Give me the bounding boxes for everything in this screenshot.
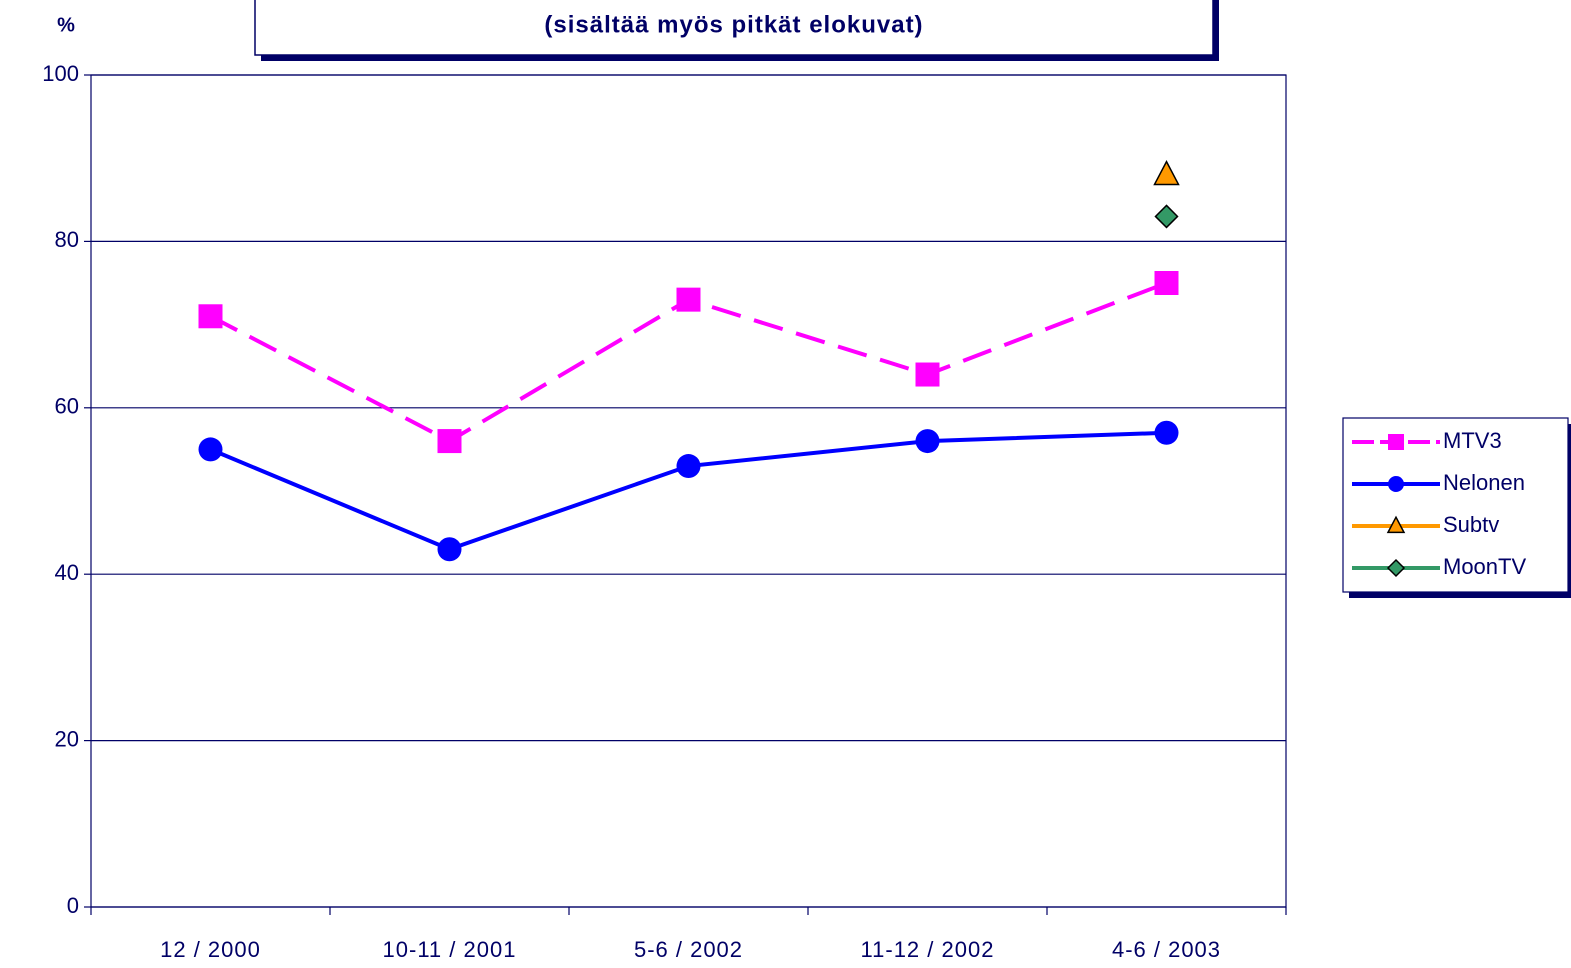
marker: [915, 429, 940, 454]
legend-marker: [1388, 434, 1404, 450]
x-tick-label: 5-6 / 2002: [634, 937, 743, 962]
y-tick-label: 60: [55, 394, 79, 419]
y-tick-label: 40: [55, 560, 79, 585]
chart-title: (sisältää myös pitkät elokuvat): [544, 11, 923, 38]
legend-label: MTV3: [1443, 428, 1502, 453]
marker: [1154, 420, 1179, 445]
marker: [676, 287, 701, 312]
legend-label: Nelonen: [1443, 470, 1525, 495]
y-tick-label: 0: [67, 893, 79, 918]
plot-frame: [90, 74, 1287, 908]
x-tick-label: 12 / 2000: [160, 937, 261, 962]
legend-label: MoonTV: [1443, 554, 1526, 579]
legend-box: [1342, 417, 1569, 593]
x-tick-label: 4-6 / 2003: [1112, 937, 1221, 962]
marker: [1154, 204, 1179, 229]
marker: [1154, 271, 1179, 295]
marker: [437, 537, 462, 562]
x-tick-label: 10-11 / 2001: [383, 937, 517, 962]
legend-marker: [1386, 558, 1406, 578]
legend-label: Subtv: [1443, 512, 1499, 537]
legend-marker: [1388, 476, 1404, 492]
marker: [676, 454, 701, 479]
marker: [437, 429, 462, 454]
title-box: [254, 0, 1214, 56]
legend-marker: [1386, 515, 1406, 534]
marker: [1153, 160, 1180, 186]
series-line: [209, 430, 1167, 552]
y-axis-label: %: [57, 14, 75, 36]
x-tick-label: 11-12 / 2002: [861, 937, 995, 962]
marker: [198, 437, 223, 462]
y-tick-label: 100: [42, 61, 79, 86]
y-tick-label: 20: [55, 726, 79, 751]
marker: [915, 362, 940, 387]
y-tick-label: 80: [55, 227, 79, 252]
marker: [198, 304, 223, 329]
